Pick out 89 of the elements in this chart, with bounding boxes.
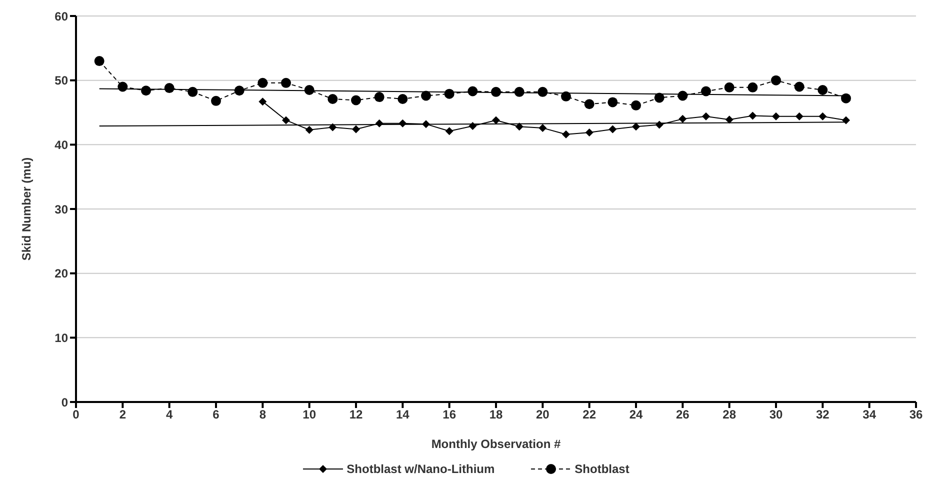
point [514,86,524,97]
point [725,116,734,124]
point [444,88,454,99]
point [561,91,571,102]
y-axis-title: Skid Number (mu) [19,157,34,261]
point [702,112,710,120]
point [398,119,407,128]
x-tick-label: 24 [629,408,643,422]
point [842,116,850,124]
point [795,112,804,120]
point [421,90,431,101]
point [701,86,711,96]
point [772,112,780,120]
point [655,120,664,129]
x-tick-label: 18 [489,408,503,422]
point [818,84,828,95]
point [585,128,594,136]
point [748,82,758,92]
y-tick-label: 0 [61,395,68,410]
point [258,98,267,106]
point [188,86,198,97]
x-tick-label: 36 [909,408,923,422]
x-tick-label: 32 [816,408,830,422]
point [562,130,570,138]
point [678,90,688,101]
point [818,112,827,120]
point [468,86,478,96]
x-tick-label: 0 [72,408,80,422]
point [94,56,104,66]
point [118,82,128,92]
y-tick-label: 10 [54,330,68,345]
x-tick-label: 28 [722,408,736,422]
point [258,78,268,88]
point [445,127,454,136]
point [748,112,757,120]
point [328,123,337,132]
point [398,94,408,104]
point [305,126,314,134]
x-tick-label: 2 [119,408,126,422]
point [654,92,664,103]
x-tick-label: 14 [396,408,410,422]
x-axis-title: Monthly Observation # [431,437,561,451]
x-tick-label: 10 [302,408,316,422]
x-tick-label: 16 [442,408,456,422]
x-tick-label: 26 [676,408,690,422]
x-tick-label: 12 [349,408,363,422]
point [328,94,338,104]
point [422,120,430,128]
legend-label: Shotblast [574,462,630,476]
point [281,78,291,88]
point [211,96,221,106]
point [584,99,594,110]
point [771,75,781,86]
point [491,86,501,97]
point [608,97,618,108]
point [678,114,687,123]
point [841,93,851,104]
point [141,86,151,96]
point [515,122,524,131]
x-tick-label: 22 [582,408,596,422]
point [374,92,384,102]
y-tick-label: 60 [54,9,68,24]
point [538,86,548,97]
point [724,82,734,92]
point [164,83,174,94]
point [468,122,477,130]
point [631,100,641,110]
point [352,125,360,134]
point [375,119,384,128]
point [538,124,547,132]
y-tick-label: 40 [54,138,68,152]
x-tick-label: 8 [259,408,266,422]
x-tick-label: 4 [166,408,173,422]
x-tick-label: 30 [769,408,783,422]
point [632,122,640,131]
y-tick-label: 30 [54,202,68,216]
y-tick-label: 20 [54,266,68,281]
point [234,86,244,96]
point [304,84,314,95]
y-tick-label: 50 [54,74,68,88]
legend-label: Shotblast w/Nano-Lithium [346,462,495,476]
point [794,82,804,92]
point [608,125,617,134]
x-tick-label: 6 [212,408,220,422]
point [351,95,361,106]
x-tick-label: 20 [536,408,550,422]
point [282,116,290,124]
x-tick-label: 34 [862,408,876,422]
point [492,116,500,124]
